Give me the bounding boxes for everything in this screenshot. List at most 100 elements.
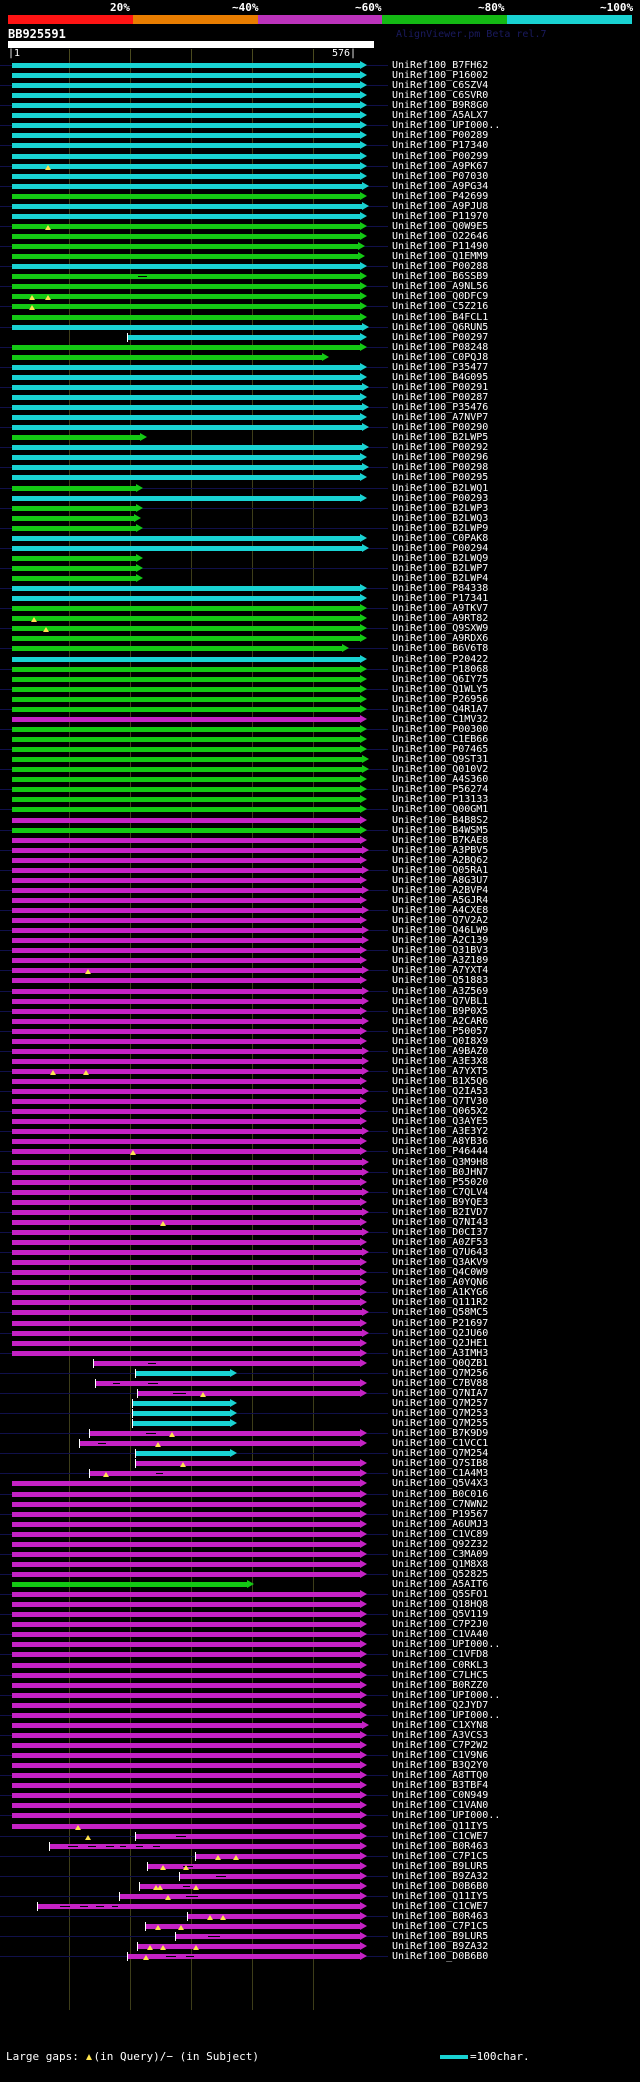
- subject-label[interactable]: UniRef100_Q010V2: [392, 764, 489, 776]
- hsp-bar[interactable]: [12, 274, 360, 280]
- alignment-row[interactable]: UniRef100_P00300: [0, 724, 640, 735]
- alignment-row[interactable]: UniRef100_Q00GM1: [0, 804, 640, 815]
- hsp-bar[interactable]: [12, 1189, 362, 1195]
- subject-label[interactable]: UniRef100_Q18HQ8: [392, 1599, 489, 1611]
- hsp-bar[interactable]: [12, 1330, 362, 1336]
- alignment-row[interactable]: UniRef100_Q1M8X8: [0, 1559, 640, 1570]
- subject-label[interactable]: UniRef100_B0RZZ0: [392, 1679, 489, 1691]
- hsp-bar[interactable]: [12, 918, 360, 924]
- alignment-row[interactable]: UniRef100_B4FCL1: [0, 312, 640, 323]
- hsp-bar[interactable]: [12, 93, 360, 99]
- hsp-bar[interactable]: [12, 1521, 360, 1527]
- alignment-row[interactable]: UniRef100_C1XYN8: [0, 1720, 640, 1731]
- hsp-bar[interactable]: [12, 475, 360, 481]
- subject-label[interactable]: UniRef100_B3Q2Y0: [392, 1760, 489, 1772]
- subject-label[interactable]: UniRef100_B1X5Q6: [392, 1076, 489, 1088]
- subject-label[interactable]: UniRef100_P11970: [392, 210, 489, 222]
- subject-label[interactable]: UniRef100_C1VFD8: [392, 1649, 489, 1661]
- hsp-bar[interactable]: [12, 847, 362, 853]
- hsp-bar[interactable]: [128, 1954, 360, 1960]
- alignment-row[interactable]: UniRef100_C7BV88: [0, 1378, 640, 1389]
- subject-label[interactable]: UniRef100_A3VCS3: [392, 1729, 489, 1741]
- subject-label[interactable]: UniRef100_Q2IA53: [392, 1086, 489, 1098]
- alignment-row[interactable]: UniRef100_Q2IA53: [0, 1086, 640, 1098]
- subject-label[interactable]: UniRef100_A7YXT5: [392, 1066, 489, 1077]
- alignment-row[interactable]: UniRef100_A5ALX7: [0, 110, 640, 121]
- subject-label[interactable]: UniRef100_UPI000..: [392, 120, 501, 132]
- hsp-bar[interactable]: [12, 817, 360, 823]
- alignment-row[interactable]: UniRef100_Q5V4X3: [0, 1478, 640, 1489]
- subject-label[interactable]: UniRef100_A9PG34: [392, 180, 489, 192]
- subject-label[interactable]: UniRef100_P35477: [392, 361, 489, 373]
- subject-label[interactable]: UniRef100_D0CI37: [392, 1226, 489, 1238]
- subject-label[interactable]: UniRef100_P00290: [392, 422, 489, 434]
- alignment-row[interactable]: UniRef100_A3E3X8: [0, 1056, 640, 1067]
- alignment-row[interactable]: UniRef100_Q1EMM9: [0, 251, 640, 262]
- alignment-row[interactable]: UniRef100_Q9ST31: [0, 754, 640, 765]
- alignment-row[interactable]: UniRef100_P00289: [0, 130, 640, 141]
- subject-label[interactable]: UniRef100_A3Z189: [392, 955, 489, 967]
- alignment-row[interactable]: UniRef100_A1KYG6: [0, 1287, 640, 1298]
- hsp-bar[interactable]: [12, 354, 322, 360]
- subject-label[interactable]: UniRef100_C7QLV4: [392, 1186, 489, 1198]
- subject-label[interactable]: UniRef100_Q3AKV9: [392, 1257, 489, 1269]
- alignment-row[interactable]: UniRef100_A8G3U7: [0, 875, 640, 886]
- alignment-row[interactable]: UniRef100_A5AIT6: [0, 1579, 640, 1590]
- hsp-bar[interactable]: [12, 1079, 360, 1085]
- subject-label[interactable]: UniRef100_C7LHC5: [392, 1669, 489, 1681]
- hsp-bar[interactable]: [12, 606, 360, 612]
- hsp-bar[interactable]: [12, 757, 362, 763]
- subject-label[interactable]: UniRef100_Q58MC5: [392, 1307, 489, 1319]
- hsp-bar[interactable]: [12, 173, 360, 179]
- hsp-bar[interactable]: [12, 777, 360, 783]
- subject-label[interactable]: UniRef100_B9LUR5: [392, 1860, 489, 1872]
- subject-label[interactable]: UniRef100_Q31BV3: [392, 945, 489, 957]
- subject-label[interactable]: UniRef100_A9PK67: [392, 160, 489, 172]
- hsp-bar[interactable]: [12, 234, 360, 240]
- subject-label[interactable]: UniRef100_P00288: [392, 261, 489, 273]
- subject-label[interactable]: UniRef100_Q0QZB1: [392, 1357, 489, 1369]
- alignment-row[interactable]: UniRef100_UPI000..: [0, 1690, 640, 1701]
- hsp-bar[interactable]: [12, 1270, 360, 1276]
- alignment-row[interactable]: UniRef100_A9RT82: [0, 613, 640, 624]
- subject-label[interactable]: UniRef100_Q51883: [392, 975, 489, 987]
- alignment-row[interactable]: UniRef100_P00296: [0, 452, 640, 463]
- alignment-row[interactable]: UniRef100_B3Q2Y0: [0, 1760, 640, 1772]
- alignment-row[interactable]: UniRef100_A9PG34: [0, 180, 640, 192]
- hsp-bar[interactable]: [12, 988, 362, 994]
- hsp-bar[interactable]: [12, 827, 360, 833]
- hsp-bar[interactable]: [12, 535, 360, 541]
- hsp-bar[interactable]: [12, 968, 362, 974]
- hsp-bar[interactable]: [12, 1622, 360, 1628]
- alignment-row[interactable]: UniRef100_C1VC89: [0, 1529, 640, 1540]
- alignment-row[interactable]: UniRef100_A0ZF53: [0, 1237, 640, 1249]
- subject-label[interactable]: UniRef100_A6UMJ3: [392, 1518, 489, 1530]
- alignment-row[interactable]: UniRef100_A6UMJ3: [0, 1518, 640, 1530]
- hsp-bar[interactable]: [12, 143, 360, 149]
- alignment-row[interactable]: UniRef100_P35477: [0, 361, 640, 373]
- hsp-bar[interactable]: [12, 1592, 360, 1598]
- alignment-row[interactable]: UniRef100_A3Z569: [0, 986, 640, 997]
- subject-label[interactable]: UniRef100_P20422: [392, 653, 489, 665]
- hsp-bar[interactable]: [12, 1793, 360, 1799]
- alignment-row[interactable]: UniRef100_A2CAR6: [0, 1016, 640, 1027]
- subject-label[interactable]: UniRef100_P00293: [392, 492, 489, 504]
- alignment-row[interactable]: UniRef100_Q4C0W9: [0, 1267, 640, 1278]
- subject-label[interactable]: UniRef100_Q7M255: [392, 1418, 489, 1430]
- subject-label[interactable]: UniRef100_Q7V2A2: [392, 915, 489, 927]
- subject-label[interactable]: UniRef100_C1VCC1: [392, 1438, 489, 1450]
- subject-label[interactable]: UniRef100_P07465: [392, 744, 489, 756]
- hsp-bar[interactable]: [12, 867, 362, 873]
- alignment-row[interactable]: UniRef100_A2BVP4: [0, 885, 640, 896]
- alignment-row[interactable]: UniRef100_A7NVP7: [0, 412, 640, 423]
- subject-label[interactable]: UniRef100_P55020: [392, 1176, 489, 1188]
- alignment-row[interactable]: UniRef100_Q7VBL1: [0, 996, 640, 1007]
- alignment-row[interactable]: UniRef100_D0CI37: [0, 1226, 640, 1238]
- hsp-bar[interactable]: [12, 978, 360, 984]
- hsp-bar[interactable]: [12, 1712, 360, 1718]
- subject-label[interactable]: UniRef100_A0ZF53: [392, 1237, 489, 1249]
- hsp-bar[interactable]: [12, 1491, 360, 1497]
- alignment-row[interactable]: UniRef100_B4B8S2: [0, 815, 640, 826]
- alignment-row[interactable]: UniRef100_Q1WLY5: [0, 684, 640, 695]
- subject-label[interactable]: UniRef100_P00292: [392, 442, 489, 454]
